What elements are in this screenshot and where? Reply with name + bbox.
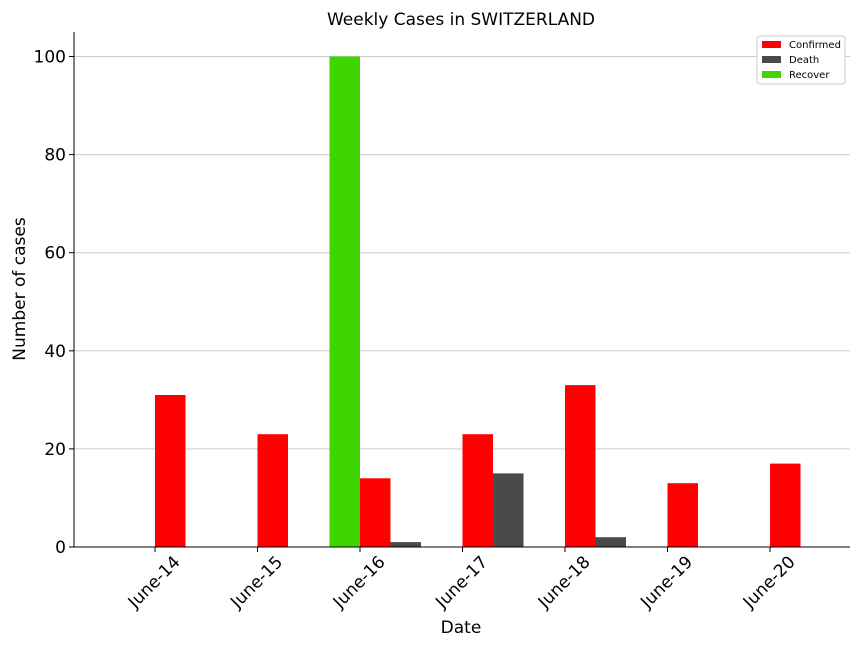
y-tick-label: 60 [44, 244, 66, 264]
y-tick-label: 0 [55, 538, 66, 558]
bar-death-june-16 [390, 542, 421, 547]
legend-swatch-recover [762, 71, 781, 78]
x-tick-label: June-19 [636, 552, 697, 613]
x-tick-label: June-17 [431, 552, 492, 613]
axes [73, 32, 850, 548]
y-tick-label: 80 [44, 146, 66, 166]
legend: Confirmed Death Recover [756, 35, 846, 85]
bar-confirmed-june-16 [360, 478, 391, 547]
x-tick-label: June-16 [329, 552, 390, 613]
bar-death-june-18 [595, 537, 626, 547]
bar-death-june-17 [493, 473, 524, 547]
bar-confirmed-june-20 [770, 463, 801, 547]
chart-title: Weekly Cases in SWITZERLAND [327, 10, 595, 30]
y-tick-label: 40 [44, 342, 66, 362]
bars [155, 56, 801, 547]
x-ticks: June-14 June-15 June-16 June-17 June-18 June-… [124, 547, 800, 613]
gridlines [74, 56, 850, 450]
legend-swatch-death [762, 56, 781, 63]
y-tick-label: 20 [44, 440, 66, 460]
x-tick-label: June-18 [534, 552, 595, 613]
bar-confirmed-june-15 [257, 434, 288, 547]
legend-swatch-confirmed [762, 41, 781, 48]
bar-confirmed-june-14 [155, 395, 186, 547]
x-axis-label: Date [441, 618, 482, 638]
x-tick-label: June-14 [124, 552, 185, 613]
bar-confirmed-june-17 [462, 434, 493, 547]
legend-label-recover: Recover [789, 70, 830, 81]
legend-label-confirmed: Confirmed [789, 40, 841, 51]
legend-label-death: Death [789, 55, 819, 66]
bar-confirmed-june-18 [565, 385, 596, 547]
y-tick-label: 100 [34, 48, 66, 68]
x-tick-label: June-20 [739, 552, 800, 613]
bar-confirmed-june-19 [667, 483, 698, 547]
y-ticks: 0 20 40 60 80 100 [34, 48, 74, 558]
y-axis-label: Number of cases [10, 217, 30, 361]
x-tick-label: June-15 [226, 552, 287, 613]
bar-recover-june-16 [329, 56, 360, 547]
